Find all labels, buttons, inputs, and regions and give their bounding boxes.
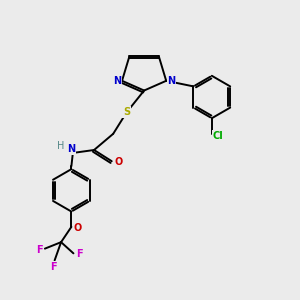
Text: H: H <box>57 142 64 152</box>
Text: N: N <box>67 144 75 154</box>
Text: N: N <box>113 76 121 86</box>
Text: F: F <box>36 244 42 254</box>
Text: O: O <box>114 157 122 167</box>
Text: F: F <box>50 262 56 272</box>
Text: Cl: Cl <box>213 131 224 141</box>
Text: N: N <box>167 76 175 86</box>
Text: O: O <box>74 223 82 233</box>
Text: S: S <box>123 107 130 117</box>
Text: F: F <box>76 249 83 259</box>
